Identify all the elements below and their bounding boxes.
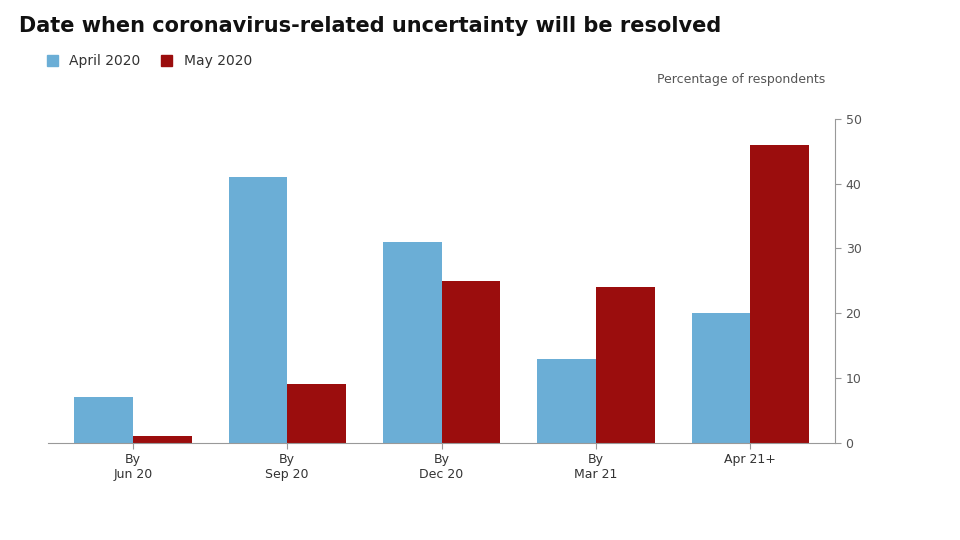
Bar [442, 281, 500, 443]
Bar [228, 177, 287, 443]
Bar [691, 313, 751, 443]
Bar [538, 359, 596, 443]
Bar [383, 242, 442, 443]
Text: Percentage of respondents: Percentage of respondents [658, 73, 826, 86]
Bar [751, 145, 809, 443]
Bar [132, 436, 192, 443]
Legend: April 2020, May 2020: April 2020, May 2020 [47, 55, 252, 69]
Bar [596, 287, 655, 443]
Bar [74, 397, 132, 443]
Text: Date when coronavirus-related uncertainty will be resolved: Date when coronavirus-related uncertaint… [19, 16, 722, 36]
Bar [287, 384, 346, 443]
